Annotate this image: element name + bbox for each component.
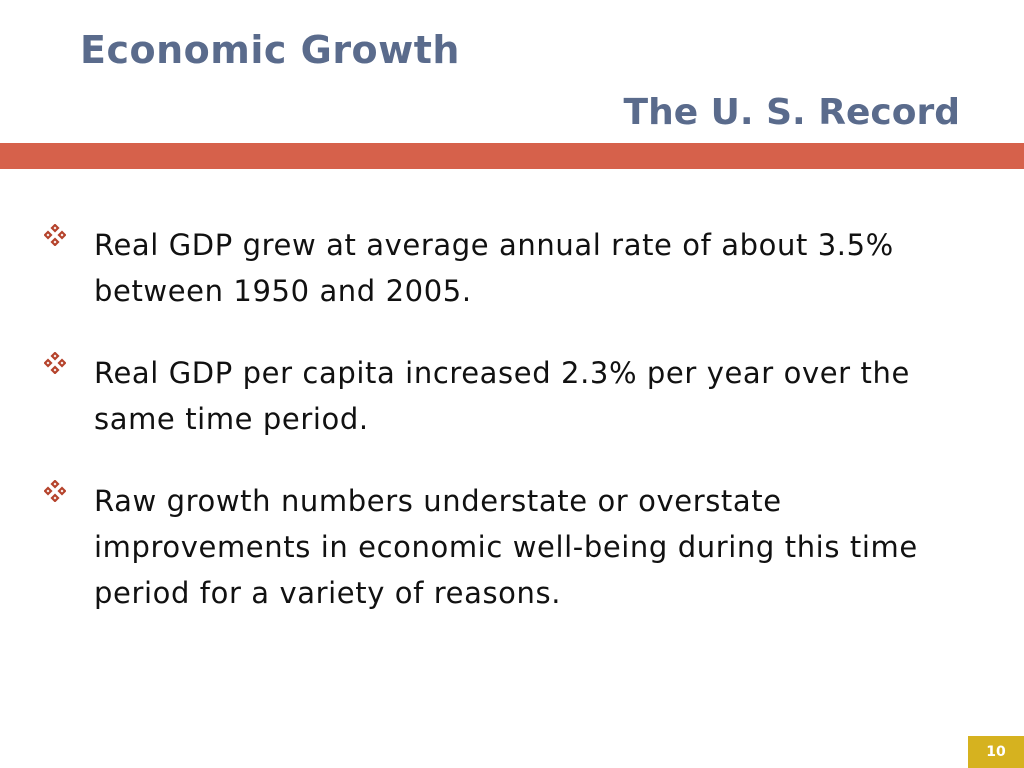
title-divider-band [0, 143, 1024, 169]
four-diamond-ornament-icon [44, 222, 94, 246]
bullet-text: Real GDP grew at average annual rate of … [94, 228, 894, 308]
bullet-text: Raw growth numbers understate or oversta… [94, 484, 918, 610]
slide-number-badge: 10 [968, 736, 1024, 768]
slide-title: Economic Growth [80, 28, 460, 72]
bullet-item: Real GDP per capita increased 2.3% per y… [44, 350, 984, 442]
four-diamond-ornament-icon [44, 478, 94, 502]
four-diamond-ornament-icon [44, 350, 94, 374]
slide-subtitle: The U. S. Record [623, 92, 960, 133]
bullet-item: Real GDP grew at average annual rate of … [44, 222, 984, 314]
bullet-item: Raw growth numbers understate or oversta… [44, 478, 984, 616]
bullet-text: Real GDP per capita increased 2.3% per y… [94, 356, 910, 436]
bullet-list: Real GDP grew at average annual rate of … [44, 222, 984, 652]
